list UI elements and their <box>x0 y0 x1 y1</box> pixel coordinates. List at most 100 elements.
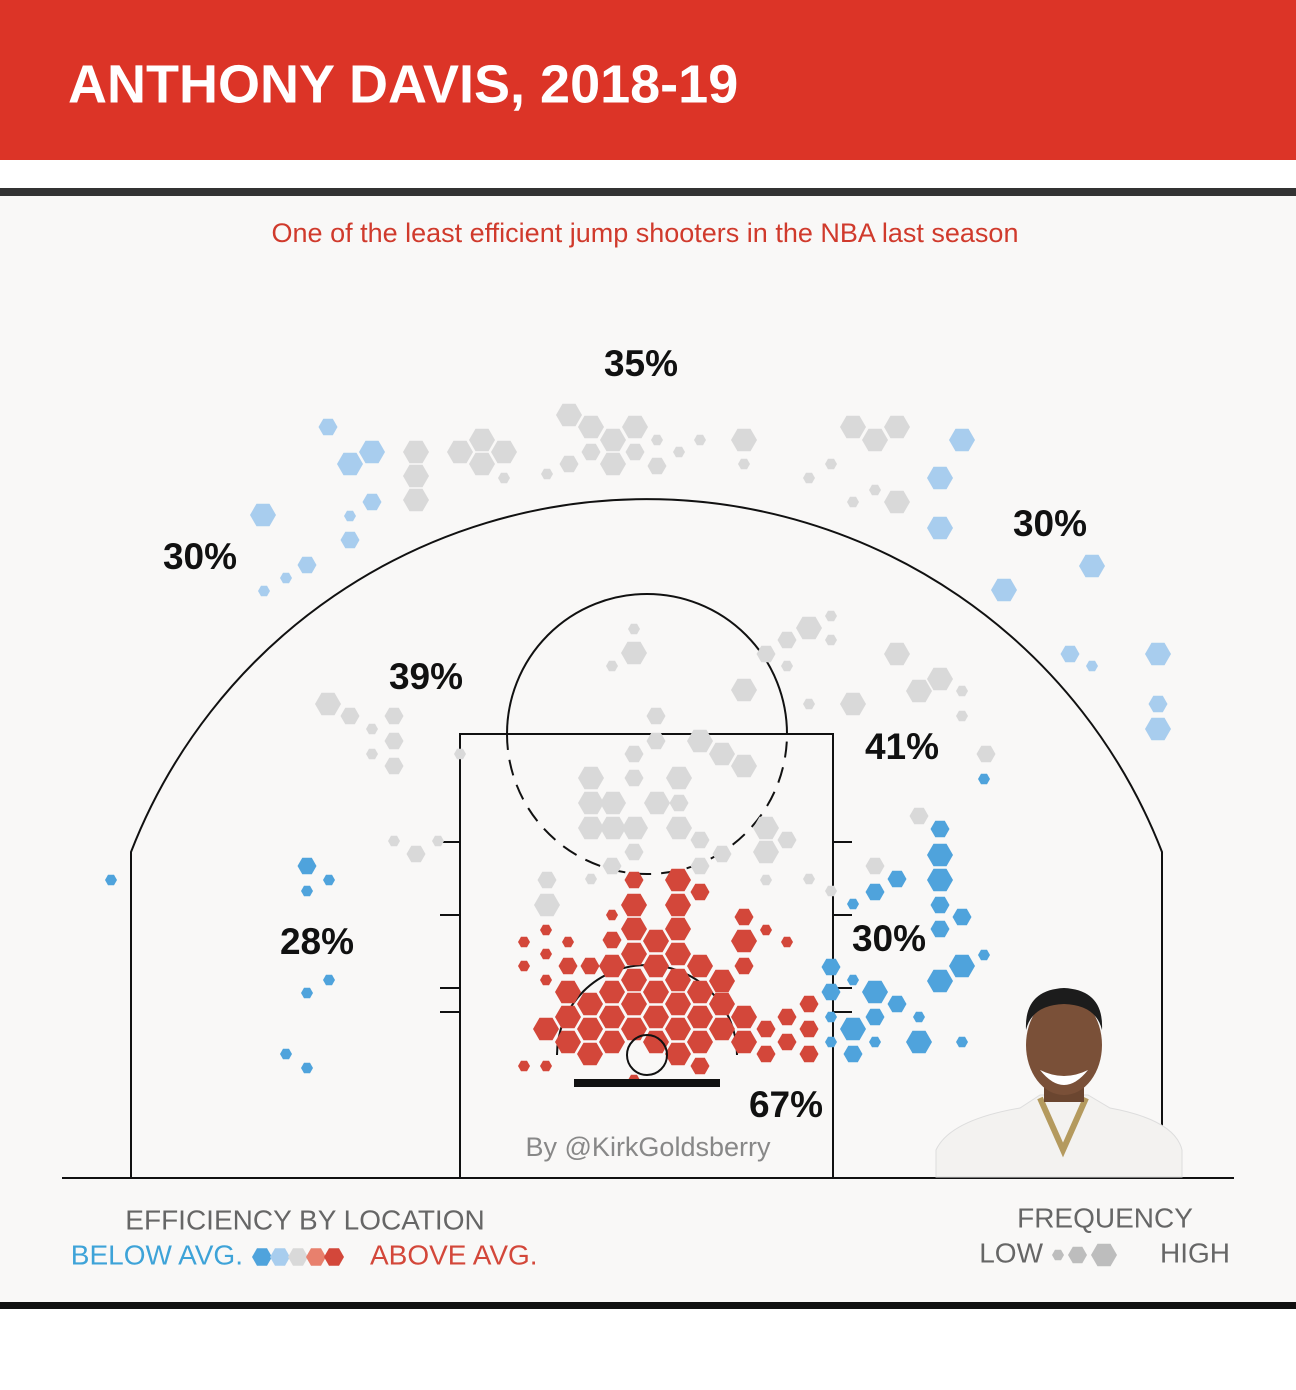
hex <box>580 957 600 975</box>
hex <box>927 843 953 867</box>
hex <box>821 958 841 976</box>
hex <box>869 484 881 496</box>
hex <box>869 1036 881 1048</box>
hex <box>646 732 666 750</box>
hex <box>447 440 473 464</box>
hex <box>599 980 625 1004</box>
divider <box>0 188 1296 196</box>
hex <box>315 692 341 716</box>
hex <box>628 623 640 635</box>
hex <box>540 1060 552 1072</box>
hex <box>665 868 691 892</box>
hex <box>690 883 710 901</box>
hex <box>558 957 578 975</box>
hex <box>665 1042 691 1066</box>
hex <box>624 843 644 861</box>
legend-swatch <box>252 1248 272 1266</box>
subtitle: One of the least efficient jump shooters… <box>272 218 1019 248</box>
hex <box>840 415 866 439</box>
hex <box>825 610 837 622</box>
hex <box>756 1020 776 1038</box>
hex <box>606 660 618 672</box>
hex <box>756 1045 776 1063</box>
hex <box>731 678 757 702</box>
legend-size <box>1052 1249 1064 1261</box>
hex <box>803 698 815 710</box>
hex <box>318 418 338 436</box>
hex <box>540 924 552 936</box>
hex <box>731 754 757 778</box>
hex <box>956 1036 968 1048</box>
hex <box>301 987 313 999</box>
hex <box>687 954 713 978</box>
hex <box>978 773 990 785</box>
hex <box>537 871 557 889</box>
hex <box>906 1030 932 1054</box>
hex <box>301 885 313 897</box>
legend-label: HIGH <box>1160 1237 1230 1268</box>
hex <box>803 472 815 484</box>
lane <box>459 733 834 1178</box>
hex <box>556 403 582 427</box>
legend-label: ABOVE AVG. <box>370 1239 538 1270</box>
hex <box>731 929 757 953</box>
free-throw-circle-dashed <box>506 733 788 875</box>
hex <box>297 857 317 875</box>
hex <box>927 667 953 691</box>
hex <box>930 920 950 938</box>
hex-layer <box>105 403 1171 1086</box>
hex <box>105 874 117 886</box>
hex <box>665 893 691 917</box>
hex <box>646 707 666 725</box>
hex <box>602 931 622 949</box>
legend-label: LOW <box>979 1237 1043 1268</box>
hex <box>602 857 622 875</box>
hex <box>781 936 793 948</box>
hex <box>777 1033 797 1051</box>
hex <box>825 458 837 470</box>
hex <box>621 641 647 665</box>
hex <box>799 995 819 1013</box>
hair <box>1025 988 1103 1030</box>
hex <box>622 415 648 439</box>
hex <box>323 874 335 886</box>
hex <box>340 707 360 725</box>
zone-label: 35% <box>604 343 678 384</box>
hex <box>491 440 517 464</box>
hex <box>555 980 581 1004</box>
hex <box>712 845 732 863</box>
hex <box>578 816 604 840</box>
zone-label: 67% <box>749 1084 823 1125</box>
hex <box>651 434 663 446</box>
hex <box>621 917 647 941</box>
hex <box>432 835 444 847</box>
hex <box>927 466 953 490</box>
hex <box>577 1017 603 1041</box>
hex <box>760 924 772 936</box>
legend-swatch <box>306 1248 326 1266</box>
hex <box>913 1011 925 1023</box>
hex <box>559 455 579 473</box>
zone-label: 41% <box>865 726 939 767</box>
hex <box>624 871 644 889</box>
size-legend <box>1052 1243 1117 1267</box>
hex <box>624 769 644 787</box>
legend-swatch <box>288 1248 308 1266</box>
hex <box>884 642 910 666</box>
hex <box>734 957 754 975</box>
hex <box>669 794 689 812</box>
hex <box>406 845 426 863</box>
hex <box>777 1008 797 1026</box>
hex <box>498 472 510 484</box>
zone-label: 30% <box>163 536 237 577</box>
rim-overlay <box>574 1034 720 1087</box>
hex <box>644 791 670 815</box>
hex <box>665 992 691 1016</box>
hex <box>600 791 626 815</box>
hex <box>621 942 647 966</box>
zone-label: 30% <box>1013 503 1087 544</box>
hex <box>388 835 400 847</box>
hex <box>359 440 385 464</box>
hex <box>760 874 772 886</box>
